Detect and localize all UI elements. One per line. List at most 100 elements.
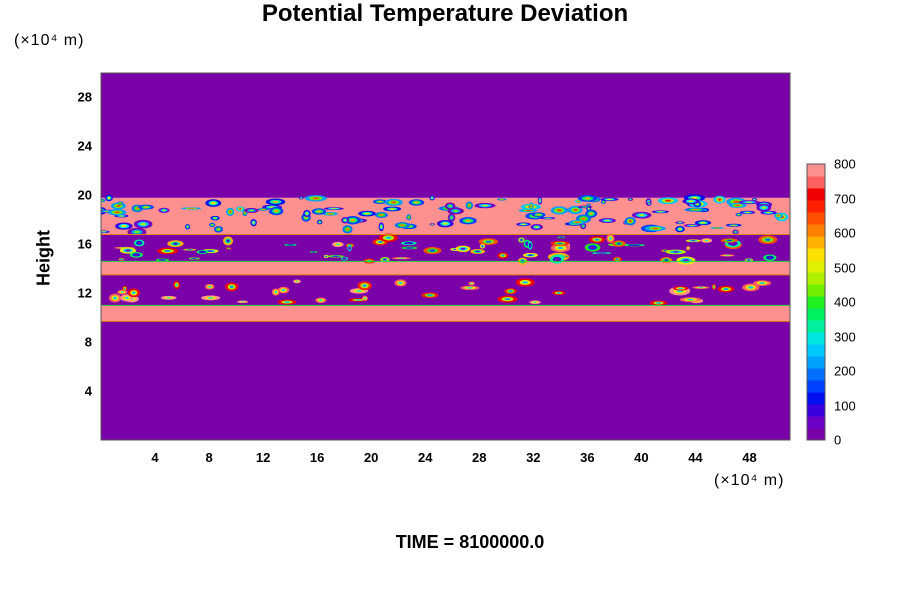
contour-patch <box>767 256 772 259</box>
colorbar-swatch <box>807 248 825 261</box>
contour-patch <box>467 287 473 289</box>
contour-patch <box>348 247 351 250</box>
x-tick-label: 16 <box>309 450 325 465</box>
contour-patch <box>648 203 650 205</box>
contour-patch <box>295 280 299 282</box>
contour-patch <box>288 244 293 246</box>
y-tick-label: 24 <box>77 138 92 154</box>
contour-patch <box>305 212 309 215</box>
layer-band-6 <box>101 73 790 198</box>
colorbar-swatch <box>807 368 825 381</box>
contour-patch <box>657 211 664 213</box>
contour-patch <box>753 198 756 200</box>
contour-patch <box>501 254 505 257</box>
contour-patch <box>356 290 362 292</box>
x-tick-label: 12 <box>255 450 271 465</box>
contour-patch <box>589 212 593 215</box>
y-tick-label: 28 <box>77 89 92 105</box>
x-tick-label: 48 <box>742 450 757 465</box>
y-tick-label: 4 <box>84 383 92 399</box>
colorbar-swatch <box>807 416 825 429</box>
contour-patch <box>120 259 123 260</box>
layer-band-1 <box>101 305 790 322</box>
contour-patch <box>414 201 419 204</box>
contour-patch <box>655 302 662 304</box>
contour-patch <box>557 246 564 250</box>
colorbar-swatch <box>807 176 825 189</box>
contour-patch <box>577 200 580 202</box>
contour-patch <box>588 204 590 206</box>
colorbar-swatch <box>807 224 825 237</box>
contour-patch <box>747 259 751 261</box>
contour-patch <box>229 285 234 289</box>
layer-band-0 <box>101 321 790 440</box>
colorbar-tick-label: 400 <box>834 294 856 310</box>
colorbar-swatch <box>807 200 825 213</box>
contour-patch <box>663 250 667 252</box>
contour-patch <box>584 197 591 200</box>
contour-patch <box>529 244 531 247</box>
contour-patch <box>207 297 214 299</box>
contour-patch <box>385 236 392 240</box>
colorbar-swatch <box>807 428 825 441</box>
contour-patch <box>689 225 695 226</box>
contour-patch <box>312 251 315 253</box>
contour-patch <box>528 254 533 256</box>
x-tick-label: 20 <box>363 450 379 465</box>
contour-patch <box>761 206 767 209</box>
x-tick-label: 24 <box>418 450 433 465</box>
contour-patch <box>604 219 610 222</box>
x-tick-label: 8 <box>205 450 213 465</box>
contour-patch <box>240 301 245 303</box>
contour-patch <box>431 197 433 199</box>
contour-patch <box>210 201 216 205</box>
contour-patch <box>766 212 771 214</box>
contour-patch <box>350 218 356 222</box>
contour-patch <box>330 208 337 210</box>
contour-patch <box>725 255 730 256</box>
contour-patch <box>207 250 213 252</box>
contour-patch <box>186 225 189 228</box>
contour-patch <box>312 197 320 200</box>
contour-patch <box>448 205 452 208</box>
contour-patch <box>362 284 367 287</box>
colorbar-swatch <box>807 344 825 357</box>
contour-patch <box>113 296 117 300</box>
contour-patch <box>726 239 732 242</box>
colorbar-swatch <box>807 260 825 273</box>
contour-patch <box>453 209 459 213</box>
contour-patch <box>213 217 217 219</box>
contour-patch <box>731 224 737 226</box>
colorbar-swatch <box>807 332 825 345</box>
contour-patch <box>628 219 632 223</box>
contour-patch <box>132 291 136 295</box>
contour-patch <box>717 198 722 201</box>
contour-patch <box>560 237 563 238</box>
contour-patch <box>539 199 541 202</box>
colorbar-swatch <box>807 188 825 201</box>
contour-patch <box>745 201 753 203</box>
contour-patch <box>239 208 242 210</box>
contour-patch <box>735 204 741 207</box>
contour-patch <box>355 299 362 301</box>
contour-patch <box>318 221 321 223</box>
contour-patch <box>398 257 405 259</box>
contour-patch <box>678 228 682 231</box>
contour-patch <box>573 208 578 212</box>
plot-frame <box>100 72 791 441</box>
colorbar-tick-label: 800 <box>834 156 856 172</box>
contour-patch <box>688 200 694 203</box>
contour-patch <box>281 289 286 292</box>
contour-patch <box>343 219 347 222</box>
contour-patch <box>582 206 588 208</box>
contour-patch <box>172 242 178 245</box>
contour-patch <box>759 282 765 284</box>
contour-patch <box>616 242 621 245</box>
contour-patch <box>526 242 529 245</box>
contour-patch <box>143 206 149 208</box>
contour-patch <box>134 230 140 234</box>
contour-patch <box>228 210 232 214</box>
contour-patch <box>504 298 511 301</box>
contour-patch <box>175 283 178 287</box>
contour-patch <box>121 225 127 228</box>
